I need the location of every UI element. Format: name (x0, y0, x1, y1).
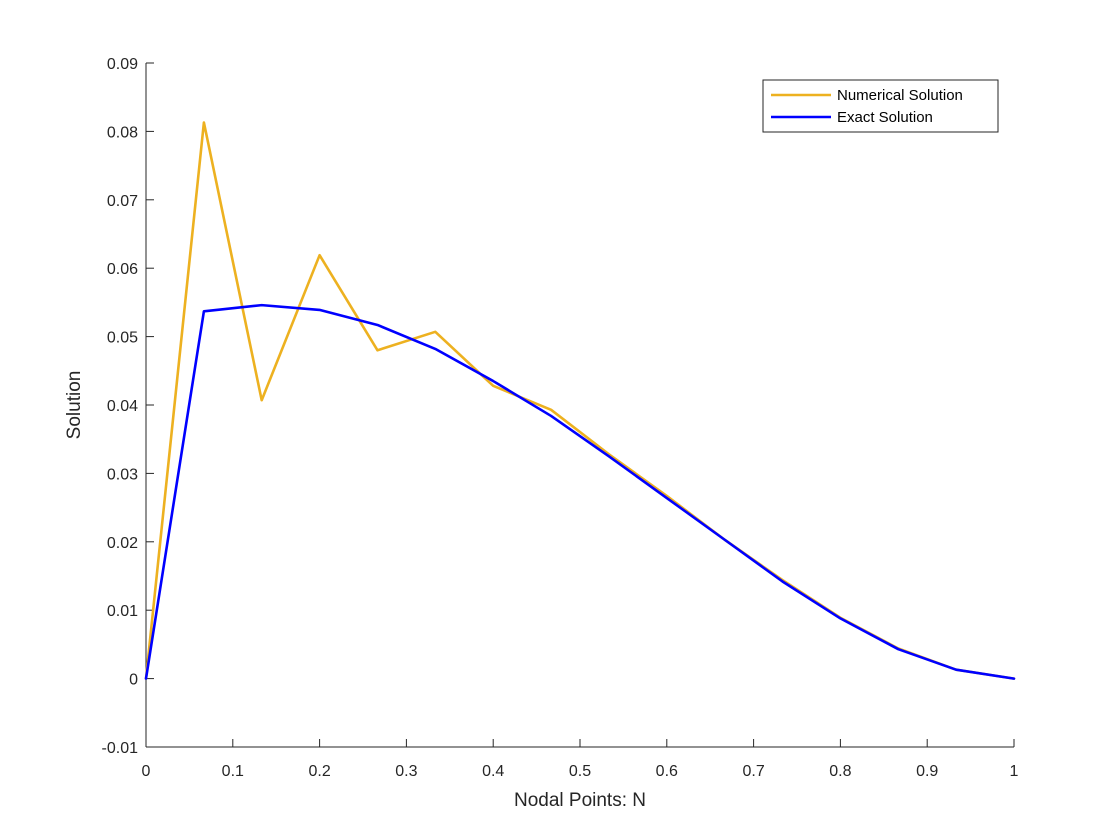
legend: Numerical Solution Exact Solution (762, 79, 999, 133)
x-tick-label: 0.5 (569, 763, 591, 780)
legend-label: Numerical Solution (837, 87, 963, 104)
y-tick-label: 0.07 (107, 193, 138, 210)
x-tick-label: 0.6 (656, 763, 678, 780)
axes: 0 0.1 0.2 0.3 0.4 0.5 0.6 0.7 0.8 0.9 1-0.0100.010… (102, 56, 1019, 780)
y-tick-label: 0.02 (107, 535, 138, 552)
x-tick-label: 0.9 (916, 763, 938, 780)
y-tick-label: 0.08 (107, 124, 138, 141)
y-tick-label: 0 (129, 672, 138, 689)
legend-label: Exact Solution (837, 109, 933, 126)
y-tick-label: 0.09 (107, 56, 138, 73)
x-tick-label: 0.4 (482, 763, 504, 780)
x-axis-title: Nodal Points: N (514, 790, 646, 811)
series-line-exact (144, 303, 1016, 680)
y-tick-label: 0.03 (107, 466, 138, 483)
series-layer (144, 121, 1016, 680)
x-tick-label: 0.1 (222, 763, 244, 780)
x-tick-label: 0.8 (829, 763, 851, 780)
y-tick-label: 0.04 (107, 398, 138, 415)
x-tick-label: 0.7 (742, 763, 764, 780)
x-tick-label: 1 (1010, 763, 1019, 780)
y-tick-label: 0.05 (107, 330, 138, 347)
y-tick-label: 0.01 (107, 603, 138, 620)
y-axis-title: Solution (64, 371, 85, 440)
y-tick-label: 0.06 (107, 261, 138, 278)
legend-box (762, 79, 999, 133)
x-tick-label: 0 (142, 763, 151, 780)
x-tick-label: 0.3 (395, 763, 417, 780)
y-tick-label: -0.01 (102, 740, 139, 757)
x-tick-label: 0.2 (308, 763, 330, 780)
